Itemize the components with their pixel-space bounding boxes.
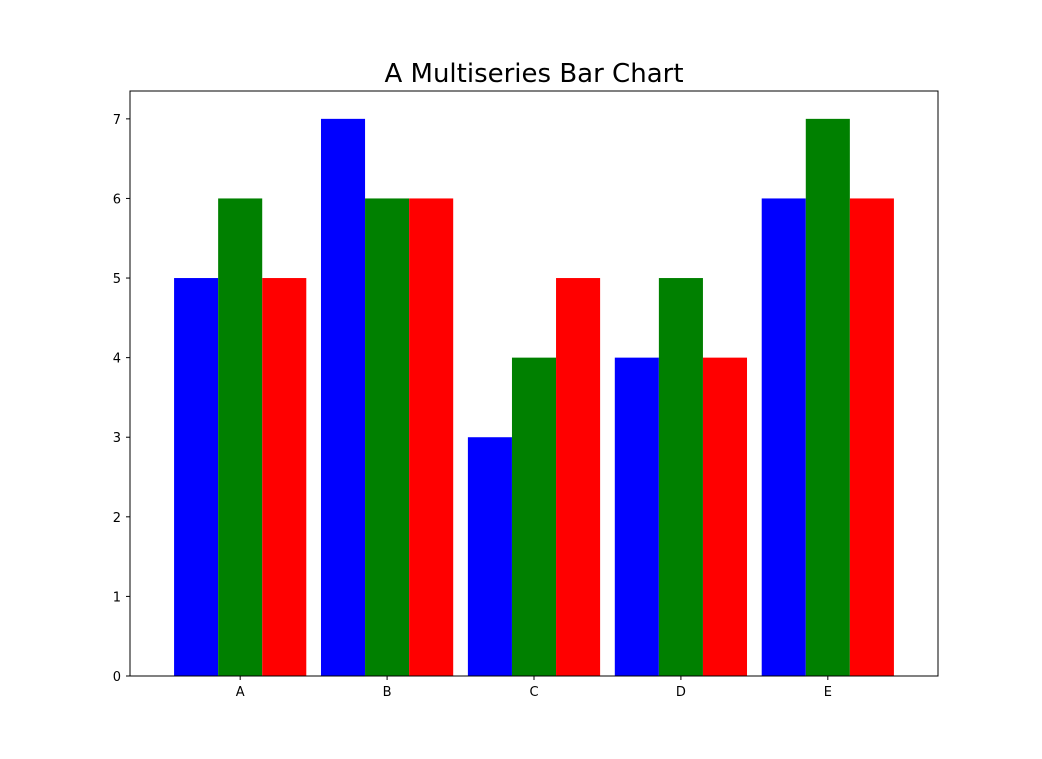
y-tick-label: 0 bbox=[113, 670, 121, 685]
x-axis: A B C D E bbox=[236, 676, 832, 700]
x-tick-label: E bbox=[824, 685, 832, 700]
x-tick-label: A bbox=[236, 685, 245, 700]
bar-b-series-2 bbox=[365, 198, 410, 676]
x-tick-label: D bbox=[676, 685, 686, 700]
bars-layer bbox=[174, 118, 894, 677]
y-tick-label: 4 bbox=[113, 352, 121, 367]
bar-c-series-2 bbox=[511, 357, 557, 676]
y-tick-label: 7 bbox=[113, 113, 121, 128]
plot-area-frame bbox=[129, 90, 939, 677]
bar-e-series-2 bbox=[805, 118, 850, 677]
bar-b-series-1 bbox=[320, 118, 366, 677]
x-tick-label: C bbox=[529, 685, 538, 700]
y-tick-label: 1 bbox=[113, 590, 121, 605]
bar-e-series-3 bbox=[849, 198, 894, 676]
y-axis: 0 1 2 3 4 5 6 7 bbox=[113, 113, 130, 685]
bar-a-series-2 bbox=[218, 198, 263, 676]
bar-c-series-3 bbox=[556, 278, 601, 676]
bar-e-series-1 bbox=[761, 198, 806, 676]
bar-c-series-1 bbox=[467, 437, 512, 676]
bar-d-series-3 bbox=[702, 357, 748, 676]
bar-d-series-1 bbox=[614, 357, 659, 676]
bar-b-series-3 bbox=[409, 198, 454, 676]
bar-d-series-2 bbox=[658, 278, 703, 676]
x-tick-label: B bbox=[383, 685, 392, 700]
y-tick-label: 3 bbox=[113, 431, 121, 446]
y-tick-label: 2 bbox=[113, 511, 121, 526]
y-tick-label: 6 bbox=[113, 192, 121, 207]
chart-title: A Multiseries Bar Chart bbox=[384, 59, 683, 89]
bar-a-series-3 bbox=[262, 278, 307, 676]
y-tick-label: 5 bbox=[113, 272, 121, 287]
bar-a-series-1 bbox=[174, 278, 219, 676]
